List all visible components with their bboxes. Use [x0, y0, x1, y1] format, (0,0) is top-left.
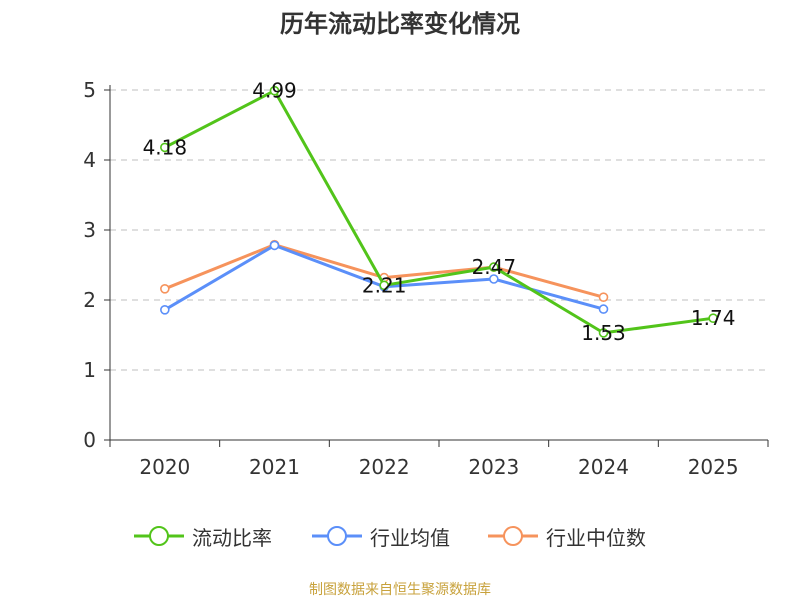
data-label: 2.21 — [362, 273, 407, 297]
y-tick-label: 1 — [83, 358, 96, 382]
legend-circle — [503, 526, 523, 546]
data-point — [269, 85, 280, 96]
grid-lines — [110, 89, 768, 371]
legend-label: 行业中位数 — [546, 525, 646, 550]
legend-label: 行业均值 — [370, 525, 450, 550]
legend-marker-icon — [312, 526, 362, 546]
data-point — [160, 142, 170, 153]
axes: 0 1 2 3 4 5 2020 2021 2022 2023 2024 2025 — [83, 78, 769, 479]
data-point — [379, 280, 389, 291]
data-point — [598, 292, 609, 303]
series — [160, 85, 718, 338]
y-tick-label: 2 — [83, 288, 96, 312]
data-labels: 4.18 4.99 2.21 2.47 1.53 1.74 — [143, 79, 736, 345]
data-point — [160, 283, 170, 294]
data-label: 1.74 — [691, 306, 736, 330]
legend-marker-icon — [134, 526, 184, 546]
data-point — [489, 274, 499, 284]
series-line-0 — [164, 89, 714, 335]
data-point — [598, 328, 609, 338]
data-point — [489, 262, 499, 272]
data-point — [160, 304, 170, 315]
y-tick-label: 3 — [83, 218, 96, 242]
legend-label: 流动比率 — [192, 525, 272, 550]
legend-circle — [327, 526, 347, 546]
x-tick-label: 2021 — [249, 455, 300, 479]
legend-item[interactable]: 行业中位数 — [488, 520, 646, 552]
data-point — [708, 313, 718, 324]
data-label: 4.18 — [143, 135, 188, 159]
y-tick-label: 4 — [83, 148, 96, 172]
data-label: 4.99 — [252, 79, 297, 103]
legend-marker-icon — [488, 526, 538, 546]
data-point — [598, 304, 609, 314]
y-tick-label: 0 — [83, 428, 96, 452]
data-label: 1.53 — [581, 321, 626, 345]
data-label: 2.47 — [472, 255, 517, 279]
data-point — [269, 240, 280, 251]
y-tick-label: 5 — [83, 78, 96, 102]
chart-title: 历年流动比率变化情况 — [280, 10, 520, 38]
x-tick-label: 2023 — [468, 455, 519, 479]
x-tick-label: 2024 — [578, 455, 629, 479]
x-tick-label: 2020 — [139, 455, 190, 479]
legend-circle — [149, 526, 169, 546]
legend-item[interactable]: 行业均值 — [312, 520, 450, 552]
source-note: 制图数据来自恒生聚源数据库 — [309, 582, 491, 598]
legend-item[interactable]: 流动比率 — [134, 520, 272, 552]
x-tick-label: 2022 — [359, 455, 410, 479]
x-tick-label: 2025 — [688, 455, 739, 479]
